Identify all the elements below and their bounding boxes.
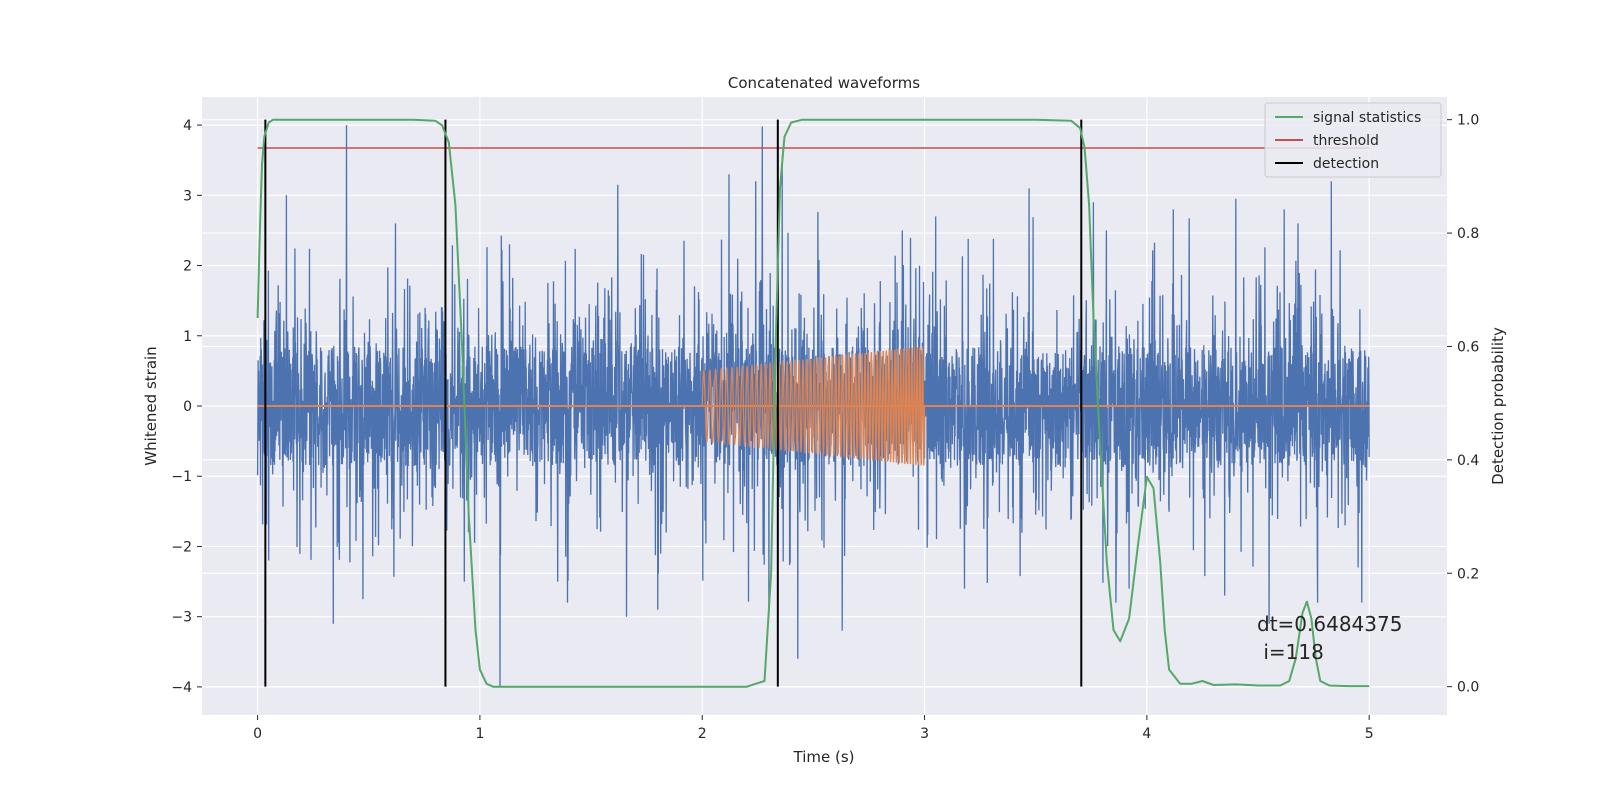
signal-statistics-line — [256, 118, 1370, 688]
y2-tick-label: 0.4 — [1457, 453, 1479, 469]
y2-tick-label: 0.8 — [1457, 226, 1479, 242]
legend-box — [1264, 102, 1442, 178]
x-tick-label: 1 — [475, 726, 484, 742]
y-tick-label: −3 — [171, 610, 192, 626]
axis-ticks: 0 1 2 3 4 5 −4 −3 −2 −1 0 1 2 3 4 0.0 0.2 0.4 0.6 0.8 1.0 — [171, 113, 1479, 742]
y-tick-label: 3 — [183, 188, 192, 204]
y-tick-label: −2 — [171, 539, 192, 555]
y2-axis-label: Detection probability — [1489, 327, 1507, 485]
legend: signal statistics threshold detection — [1264, 102, 1442, 178]
x-tick-label: 4 — [1142, 726, 1151, 742]
y-tick-label: 4 — [183, 118, 192, 134]
y-tick-label: −1 — [171, 469, 192, 485]
legend-label-signal-statistics: signal statistics — [1313, 110, 1421, 126]
injected-signal-series — [257, 346, 1370, 466]
x-axis-label: Time (s) — [793, 748, 855, 766]
injected-signal-line — [701, 346, 926, 466]
chart-title: Concatenated waveforms — [728, 74, 920, 92]
x-tick-label: 5 — [1365, 726, 1374, 742]
y2-tick-label: 0.6 — [1457, 339, 1479, 355]
x-tick-label: 2 — [698, 726, 707, 742]
legend-label-threshold: threshold — [1313, 133, 1379, 149]
detection-series — [264, 119, 1083, 687]
annotation-i: i=118 — [1257, 640, 1324, 664]
annotation-dt: dt=0.6484375 — [1257, 612, 1402, 636]
y2-tick-label: 1.0 — [1457, 113, 1479, 129]
y2-tick-label: 0.0 — [1457, 680, 1479, 696]
x-tick-label: 3 — [920, 726, 929, 742]
y2-tick-label: 0.2 — [1457, 566, 1479, 582]
signal-statistics-series — [256, 118, 1370, 688]
y-tick-label: −4 — [171, 680, 192, 696]
series-layer — [256, 118, 1370, 688]
y-tick-label: 1 — [183, 329, 192, 345]
y-tick-label: 0 — [183, 399, 192, 415]
legend-label-detection: detection — [1313, 156, 1379, 172]
y-axis-label: Whitened strain — [142, 346, 160, 465]
x-tick-label: 0 — [253, 726, 262, 742]
y-tick-label: 2 — [183, 259, 192, 275]
